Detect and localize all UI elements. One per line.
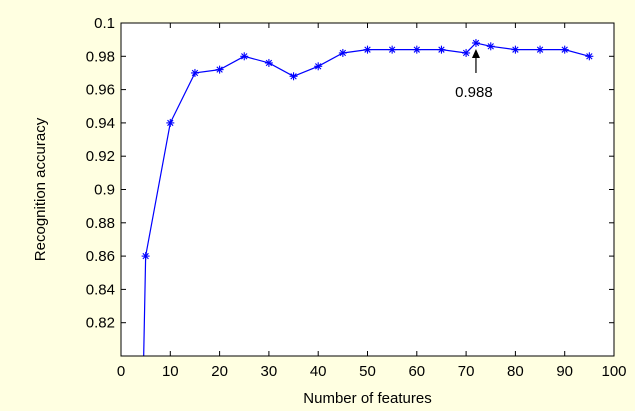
data-point [412, 45, 421, 54]
x-tick-label: 10 [162, 363, 179, 380]
data-point [486, 42, 495, 51]
y-axis-title: Recognition accuracy [32, 117, 49, 261]
plot-area [121, 23, 614, 356]
y-tick-label: 0.9 [94, 182, 115, 199]
data-point [215, 65, 224, 74]
y-tick-label: 0.98 [86, 48, 115, 65]
data-point [511, 45, 520, 54]
data-point [462, 48, 471, 57]
y-tick-label: 0.1 [94, 15, 115, 32]
data-point [338, 48, 347, 57]
data-point [264, 58, 273, 67]
data-point [141, 252, 150, 261]
x-tick-label: 20 [211, 363, 228, 380]
x-tick-label: 30 [261, 363, 278, 380]
data-point [166, 118, 175, 127]
y-tick-label: 0.86 [86, 248, 115, 265]
y-axis: 0.82 0.84 0.86 0.88 0.9 0.92 0.94 0.96 0.98 0.1 [86, 15, 614, 332]
y-tick-label: 0.88 [86, 215, 115, 232]
data-point [536, 45, 545, 54]
data-point [471, 38, 480, 47]
y-tick-label: 0.94 [86, 115, 115, 132]
x-tick-label: 60 [408, 363, 425, 380]
y-tick-label: 0.96 [86, 82, 115, 99]
annotation-arrow-head [471, 48, 480, 58]
x-tick-label: 100 [601, 363, 626, 380]
y-tick-label: 0.82 [86, 315, 115, 332]
x-tick-label: 50 [359, 363, 376, 380]
x-tick-label: 90 [556, 363, 573, 380]
data-point [560, 45, 569, 54]
x-tick-label: 0 [117, 363, 125, 380]
data-point [388, 45, 397, 54]
data-point [289, 72, 298, 81]
data-point [585, 52, 594, 61]
x-tick-label: 70 [458, 363, 475, 380]
y-tick-label: 0.84 [86, 281, 115, 298]
plot-frame [120, 22, 615, 357]
y-tick-label: 0.92 [86, 148, 115, 165]
data-point [240, 52, 249, 61]
x-axis-title: Number of features [303, 390, 431, 407]
data-point [437, 45, 446, 54]
annotation-layer: 0.988 [455, 48, 493, 101]
data-point [190, 68, 199, 77]
x-axis: 0 10 20 30 40 50 60 70 80 90 100 [117, 23, 627, 380]
x-tick-label: 80 [507, 363, 524, 380]
x-tick-label: 40 [310, 363, 327, 380]
annotation-label: 0.988 [455, 84, 493, 101]
series-layer [141, 38, 594, 357]
data-point [363, 45, 372, 54]
data-point [314, 62, 323, 71]
